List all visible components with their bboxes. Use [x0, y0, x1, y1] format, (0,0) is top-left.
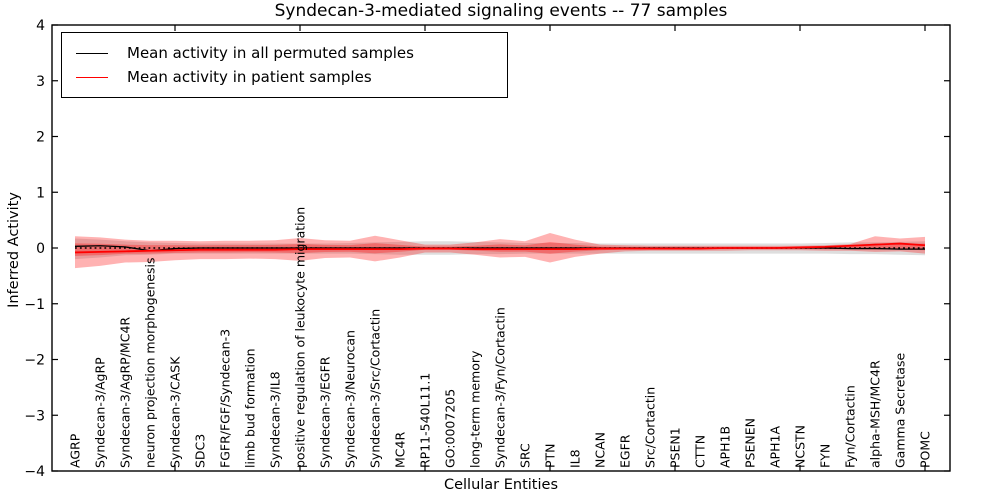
y-tick-label: −4	[24, 464, 45, 480]
y-tick-label: −1	[24, 297, 45, 313]
x-category-label: PTN	[543, 443, 558, 468]
x-category-label: limb bud formation	[243, 348, 258, 468]
x-category-label: APH1B	[718, 426, 733, 468]
legend-line-black-icon	[76, 52, 108, 54]
x-category-label: Syndecan-3/Fyn/Cortactin	[493, 307, 508, 468]
x-category-label: neuron projection morphogenesis	[143, 257, 158, 468]
y-tick-label: 1	[36, 185, 45, 201]
x-category-label: RP11-540L11.1	[418, 373, 433, 468]
legend-label-patient: Mean activity in patient samples	[127, 67, 372, 86]
band-patient-samples-std	[75, 232, 925, 269]
y-tick-label: 0	[36, 241, 45, 257]
x-category-label: MC4R	[393, 432, 408, 468]
x-category-label: NCSTN	[793, 425, 808, 468]
x-category-label: IL8	[568, 449, 583, 468]
x-category-label: Syndecan-3/IL8	[268, 371, 283, 468]
x-category-label: alpha-MSH/MC4R	[868, 360, 883, 468]
legend-label-permuted: Mean activity in all permuted samples	[127, 43, 414, 62]
y-tick-label: −2	[24, 353, 45, 369]
legend: Mean activity in all permuted samples Me…	[61, 32, 508, 98]
x-category-label: FYN	[818, 444, 833, 468]
x-category-label: Syndecan-3/EGFR	[318, 356, 333, 468]
x-category-label: Syndecan-3/CASK	[168, 356, 183, 468]
y-tick-label: 2	[36, 130, 45, 146]
x-category-label: Gamma Secretase	[893, 353, 908, 468]
x-category-label: Syndecan-3/Neurocan	[343, 330, 358, 468]
x-category-label: APH1A	[768, 426, 783, 468]
x-category-label: FGFR/FGF/Syndecan-3	[218, 329, 233, 468]
y-tick-label: 4	[36, 18, 45, 34]
x-category-label: SDC3	[193, 434, 208, 468]
x-category-label: POMC	[918, 431, 933, 468]
x-category-label: CTTN	[693, 435, 708, 468]
x-category-label: SRC	[518, 443, 533, 468]
x-category-label: Syndecan-3/AgRP	[93, 357, 108, 468]
x-category-label: Syndecan-3/AgRP/MC4R	[118, 317, 133, 468]
patient-mean-line	[74, 242, 926, 254]
x-category-label: AGRP	[68, 433, 83, 468]
x-category-label: Fyn/Cortactin	[843, 385, 858, 468]
x-category-label: positive regulation of leukocyte migrati…	[293, 207, 308, 468]
x-category-label: PSENEN	[743, 418, 758, 468]
x-category-label: Src/Cortactin	[643, 387, 658, 468]
x-category-label: NCAN	[593, 432, 608, 468]
y-tick-label: 3	[36, 74, 45, 90]
legend-entry-patient: Mean activity in patient samples	[76, 67, 507, 86]
x-category-label: long-term memory	[468, 350, 483, 468]
x-category-label: GO:0007205	[443, 389, 458, 468]
chart-title: Syndecan-3-mediated signaling events -- …	[274, 1, 728, 21]
legend-line-red-icon	[76, 76, 108, 78]
legend-entry-permuted: Mean activity in all permuted samples	[76, 43, 507, 62]
y-axis-title: Inferred Activity	[6, 192, 22, 308]
y-tick-label: −3	[24, 408, 45, 424]
x-axis-title: Cellular Entities	[443, 477, 559, 493]
x-category-label: Syndecan-3/Src/Cortactin	[368, 309, 383, 468]
x-category-label: EGFR	[618, 434, 633, 468]
x-category-label: PSEN1	[668, 427, 683, 468]
